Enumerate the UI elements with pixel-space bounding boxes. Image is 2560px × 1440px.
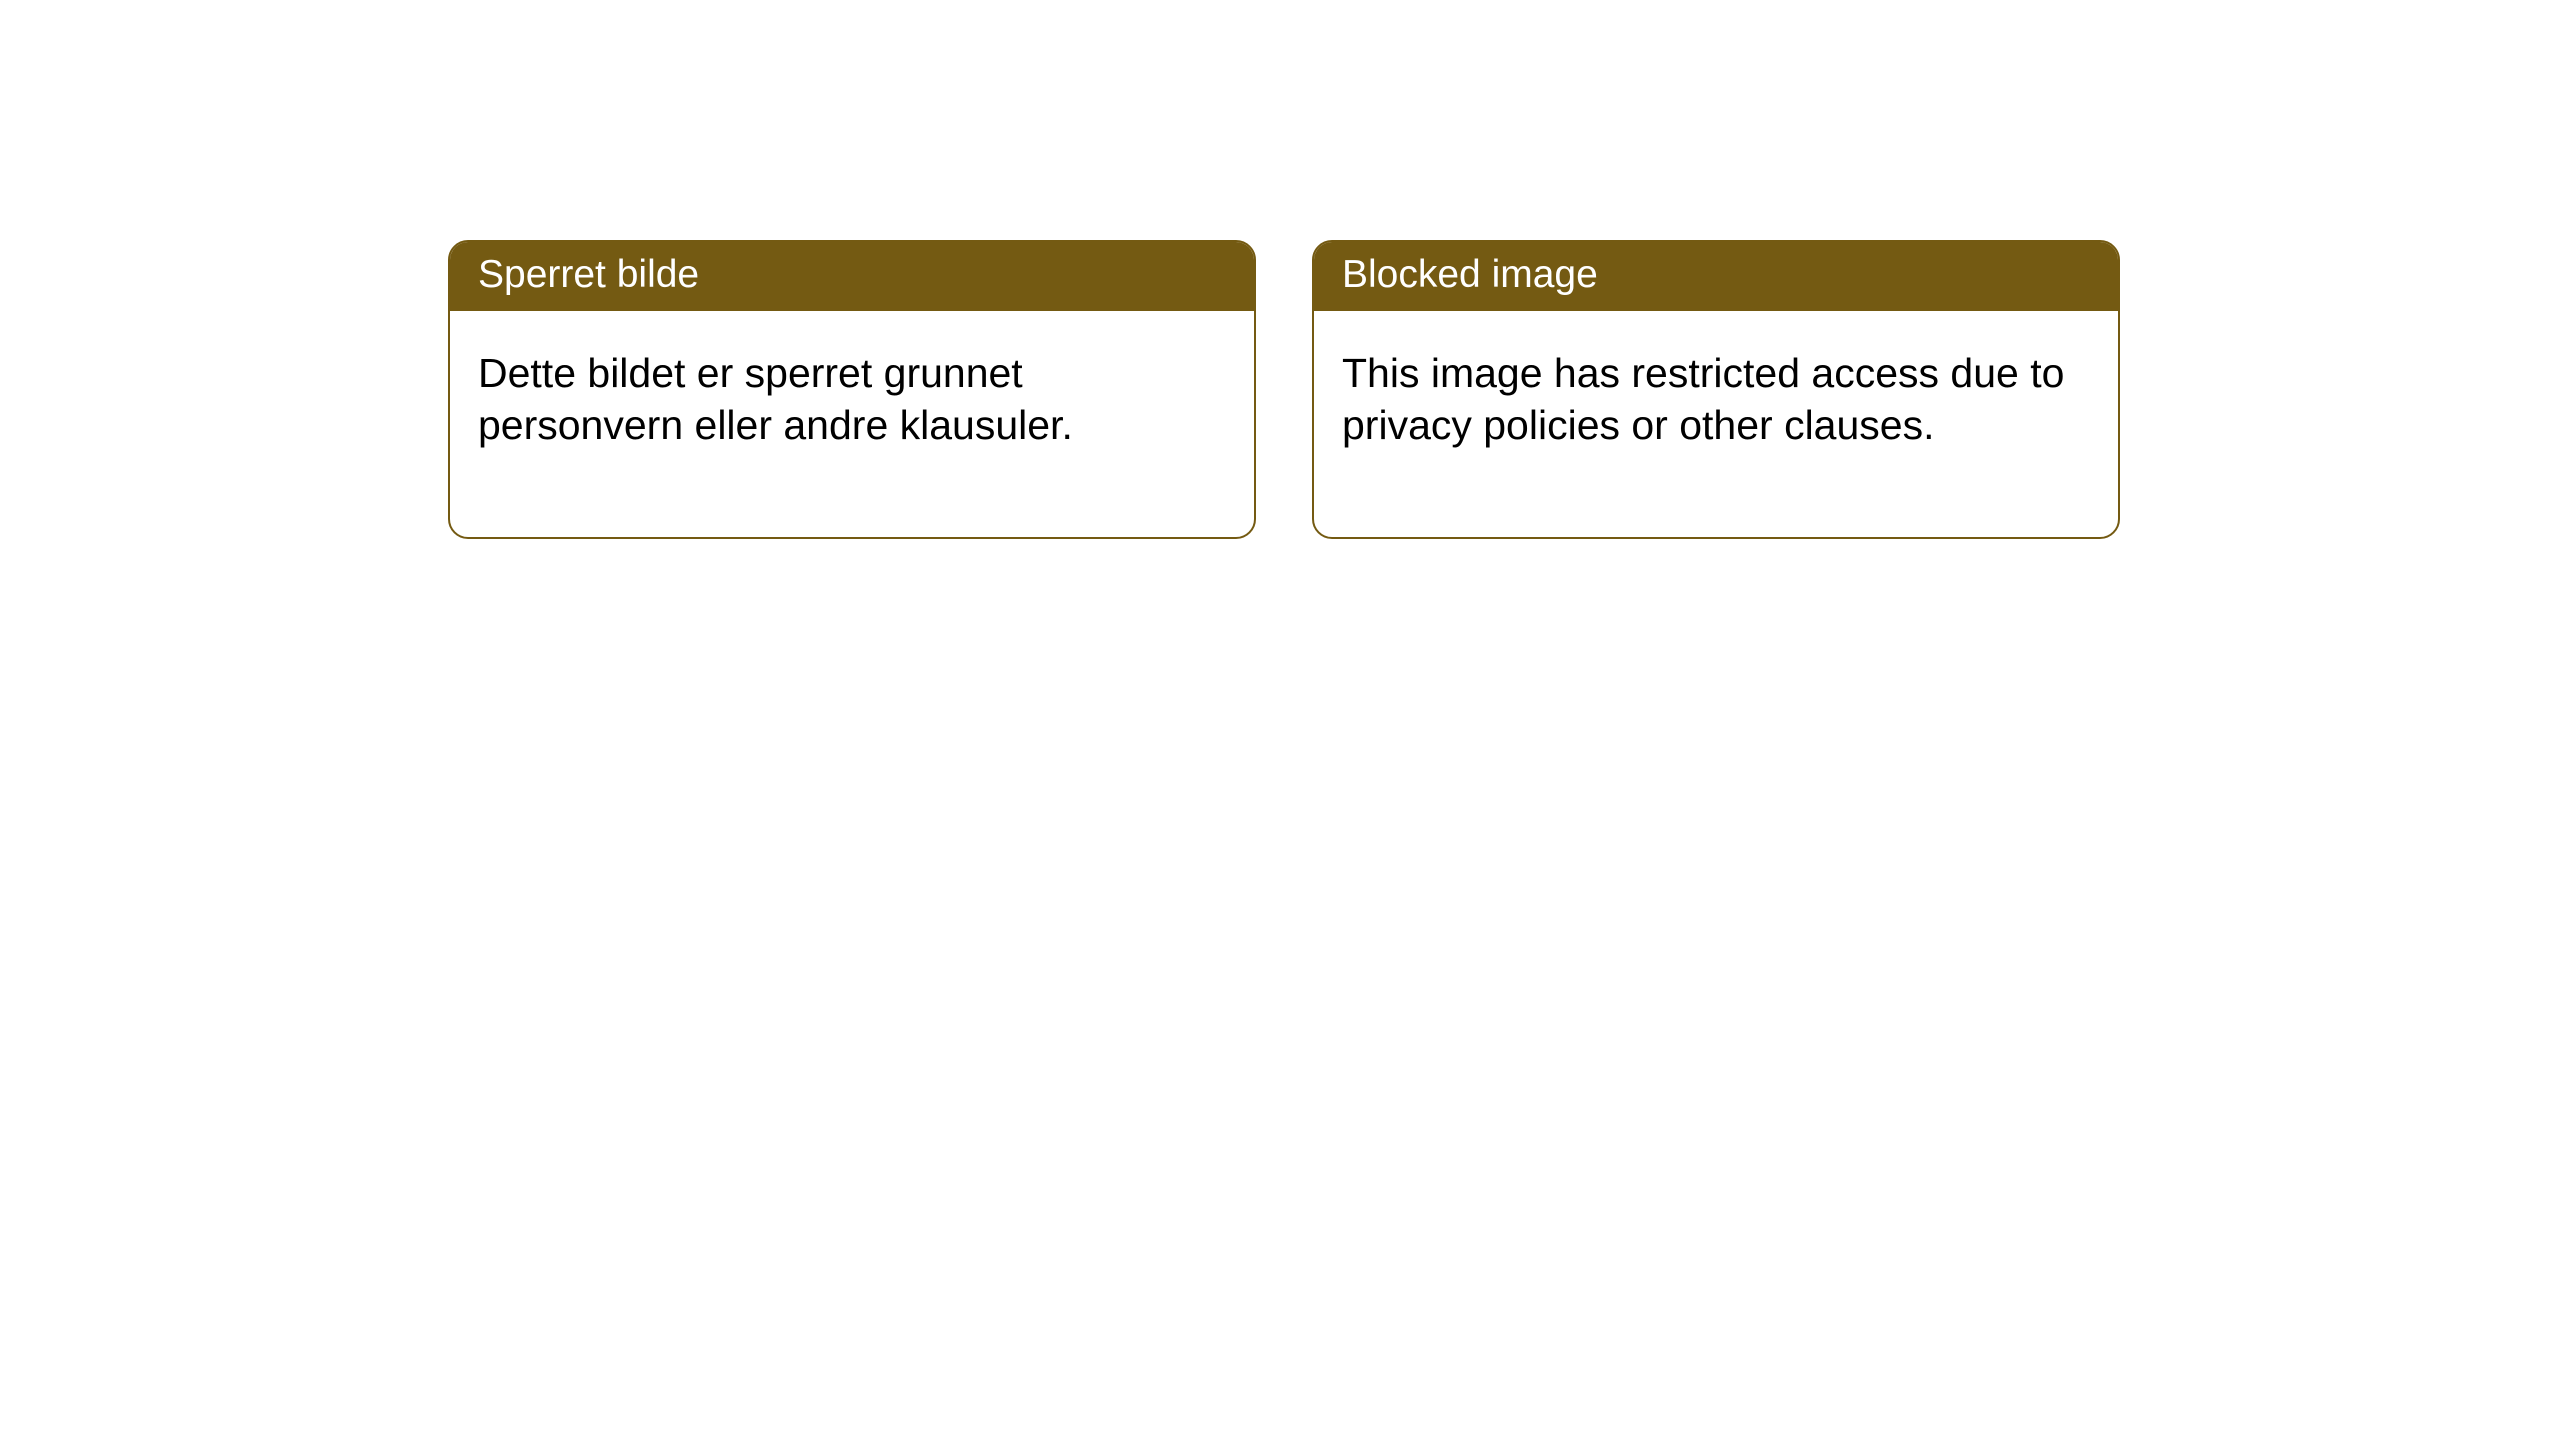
notice-card-norwegian: Sperret bilde Dette bildet er sperret gr… (448, 240, 1256, 539)
card-header: Sperret bilde (450, 242, 1254, 311)
notice-container: Sperret bilde Dette bildet er sperret gr… (0, 0, 2560, 539)
card-message: Dette bildet er sperret grunnet personve… (478, 350, 1073, 448)
card-header: Blocked image (1314, 242, 2118, 311)
card-body: Dette bildet er sperret grunnet personve… (450, 311, 1254, 537)
card-title: Sperret bilde (478, 253, 699, 296)
notice-card-english: Blocked image This image has restricted … (1312, 240, 2120, 539)
card-title: Blocked image (1342, 253, 1598, 296)
card-message: This image has restricted access due to … (1342, 350, 2064, 448)
card-body: This image has restricted access due to … (1314, 311, 2118, 537)
